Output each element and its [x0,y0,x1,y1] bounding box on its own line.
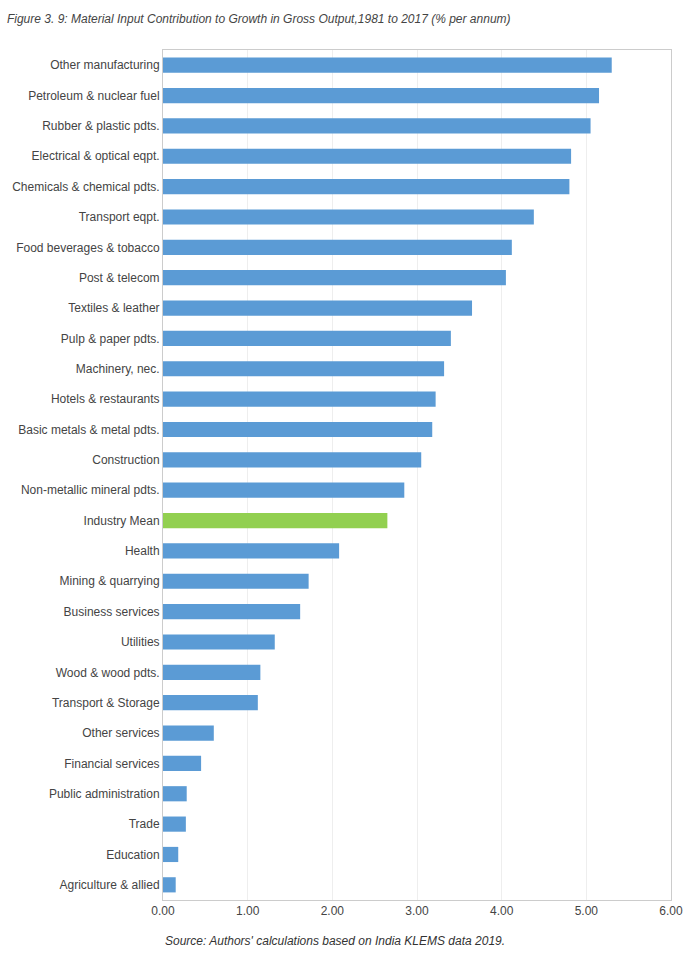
svg-text:5.00: 5.00 [575,904,599,918]
svg-text:Non-metallic mineral pdts.: Non-metallic mineral pdts. [21,483,160,497]
svg-text:Business services: Business services [64,605,160,619]
svg-text:Construction: Construction [92,453,159,467]
svg-text:6.00: 6.00 [659,904,683,918]
svg-text:Figure 3. 9: Material Input Co: Figure 3. 9: Material Input Contribution… [7,12,511,26]
svg-text:1.00: 1.00 [236,904,260,918]
svg-text:Other manufacturing: Other manufacturing [50,58,159,72]
svg-text:Textiles & leather: Textiles & leather [68,301,159,315]
svg-text:Utilities: Utilities [121,635,160,649]
svg-text:Food beverages & tobacco: Food beverages & tobacco [16,241,160,255]
svg-text:Post & telecom: Post & telecom [79,271,160,285]
svg-text:Hotels & restaurants: Hotels & restaurants [51,392,160,406]
svg-text:Public administration: Public administration [49,787,160,801]
svg-text:Pulp & paper pdts.: Pulp & paper pdts. [61,332,160,346]
svg-text:3.00: 3.00 [405,904,429,918]
svg-text:Mining & quarrying: Mining & quarrying [60,574,160,588]
svg-text:Other services: Other services [82,726,159,740]
svg-text:Chemicals & chemical pdts.: Chemicals & chemical pdts. [12,180,159,194]
svg-text:Machinery, nec.: Machinery, nec. [76,362,160,376]
svg-text:Rubber & plastic pdts.: Rubber & plastic pdts. [42,119,159,133]
svg-text:Transport & Storage: Transport & Storage [52,696,160,710]
svg-text:Basic metals & metal pdts.: Basic metals & metal pdts. [18,423,159,437]
svg-text:Source: Authors' calculations: Source: Authors' calculations based on I… [165,934,505,948]
svg-text:4.00: 4.00 [490,904,514,918]
svg-text:Education: Education [106,848,159,862]
svg-text:Petroleum & nuclear fuel: Petroleum & nuclear fuel [28,89,159,103]
svg-text:Financial services: Financial services [64,757,159,771]
svg-text:Trade: Trade [129,817,160,831]
svg-text:Health: Health [125,544,160,558]
svg-text:2.00: 2.00 [321,904,345,918]
svg-text:Transport eqpt.: Transport eqpt. [79,210,160,224]
svg-text:Agriculture & allied: Agriculture & allied [60,878,160,892]
svg-text:Electrical & optical eqpt.: Electrical & optical eqpt. [32,149,160,163]
svg-text:Industry Mean: Industry Mean [84,514,160,528]
svg-text:Wood & wood pdts.: Wood & wood pdts. [56,666,160,680]
svg-text:0.00: 0.00 [151,904,175,918]
